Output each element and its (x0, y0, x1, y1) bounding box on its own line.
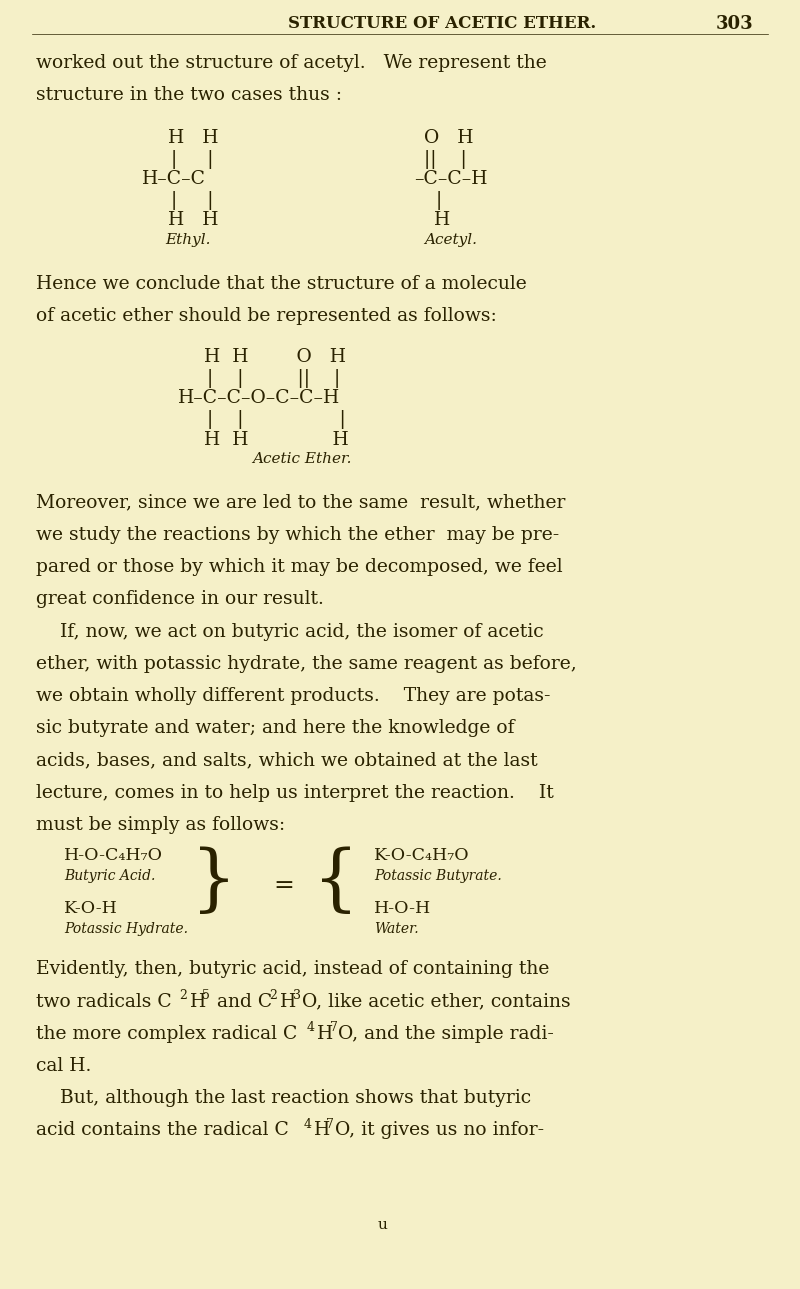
Text: 3: 3 (293, 989, 301, 1002)
Text: Acetyl.: Acetyl. (424, 233, 477, 247)
Text: But, although the last reaction shows that butyric: But, although the last reaction shows th… (60, 1089, 531, 1107)
Text: H-O-H: H-O-H (374, 900, 432, 916)
Text: 2: 2 (179, 989, 187, 1002)
Text: the more complex radical C: the more complex radical C (36, 1025, 298, 1043)
Text: H: H (314, 1121, 330, 1139)
Text: worked out the structure of acetyl.   We represent the: worked out the structure of acetyl. We r… (36, 54, 546, 72)
Text: Moreover, since we are led to the same  result, whether: Moreover, since we are led to the same r… (36, 494, 566, 512)
Text: |    |         ||    |: | | || | (207, 369, 341, 388)
Text: O, like acetic ether, contains: O, like acetic ether, contains (302, 993, 570, 1011)
Text: lecture, comes in to help us interpret the reaction.    It: lecture, comes in to help us interpret t… (36, 784, 554, 802)
Text: Ethyl.: Ethyl. (166, 233, 211, 247)
Text: O   H: O H (424, 129, 474, 147)
Text: {: { (313, 847, 359, 916)
Text: =: = (274, 874, 294, 897)
Text: 4: 4 (306, 1021, 314, 1034)
Text: great confidence in our result.: great confidence in our result. (36, 590, 324, 608)
Text: Butyric Acid.: Butyric Acid. (64, 869, 155, 883)
Text: acids, bases, and salts, which we obtained at the last: acids, bases, and salts, which we obtain… (36, 751, 538, 770)
Text: ||    |: || | (424, 150, 466, 169)
Text: two radicals C: two radicals C (36, 993, 172, 1011)
Text: K-O-H: K-O-H (64, 900, 118, 916)
Text: STRUCTURE OF ACETIC ETHER.: STRUCTURE OF ACETIC ETHER. (288, 15, 596, 32)
Text: 7: 7 (330, 1021, 338, 1034)
Text: |    |                |: | | | (207, 410, 346, 429)
Text: H–C–C–O–C–C–H: H–C–C–O–C–C–H (178, 389, 341, 407)
Text: ether, with potassic hydrate, the same reagent as before,: ether, with potassic hydrate, the same r… (36, 655, 577, 673)
Text: pared or those by which it may be decomposed, we feel: pared or those by which it may be decomp… (36, 558, 562, 576)
Text: u: u (378, 1218, 387, 1232)
Text: H-O-C₄H₇O: H-O-C₄H₇O (64, 847, 163, 864)
Text: of acetic ether should be represented as follows:: of acetic ether should be represented as… (36, 307, 497, 325)
Text: O, and the simple radi-: O, and the simple radi- (338, 1025, 554, 1043)
Text: 2: 2 (270, 989, 278, 1002)
Text: we obtain wholly different products.    They are potas-: we obtain wholly different products. The… (36, 687, 550, 705)
Text: H: H (280, 993, 296, 1011)
Text: structure in the two cases thus :: structure in the two cases thus : (36, 86, 342, 104)
Text: sic butyrate and water; and here the knowledge of: sic butyrate and water; and here the kno… (36, 719, 514, 737)
Text: Potassic Hydrate.: Potassic Hydrate. (64, 922, 188, 936)
Text: |: | (436, 191, 442, 210)
Text: O, it gives us no infor-: O, it gives us no infor- (335, 1121, 544, 1139)
Text: Acetic Ether.: Acetic Ether. (252, 452, 351, 467)
Text: H: H (190, 993, 206, 1011)
Text: acid contains the radical C: acid contains the radical C (36, 1121, 289, 1139)
Text: H  H        O   H: H H O H (204, 348, 346, 366)
Text: If, now, we act on butyric acid, the isomer of acetic: If, now, we act on butyric acid, the iso… (60, 623, 544, 641)
Text: –C–C–H: –C–C–H (414, 170, 488, 188)
Text: H   H: H H (168, 211, 218, 229)
Text: |     |: | | (171, 150, 214, 169)
Text: cal H.: cal H. (36, 1057, 91, 1075)
Text: Potassic Butyrate.: Potassic Butyrate. (374, 869, 502, 883)
Text: H–C–C: H–C–C (142, 170, 206, 188)
Text: 4: 4 (303, 1118, 311, 1130)
Text: Water.: Water. (374, 922, 419, 936)
Text: 7: 7 (326, 1118, 334, 1130)
Text: Evidently, then, butyric acid, instead of containing the: Evidently, then, butyric acid, instead o… (36, 960, 550, 978)
Text: H   H: H H (168, 129, 218, 147)
Text: we study the reactions by which the ether  may be pre-: we study the reactions by which the ethe… (36, 526, 559, 544)
Text: Hence we conclude that the structure of a molecule: Hence we conclude that the structure of … (36, 275, 526, 293)
Text: H: H (434, 211, 450, 229)
Text: H: H (317, 1025, 333, 1043)
Text: 303: 303 (716, 15, 754, 34)
Text: K-O-C₄H₇O: K-O-C₄H₇O (374, 847, 470, 864)
Text: 5: 5 (202, 989, 210, 1002)
Text: |     |: | | (171, 191, 214, 210)
Text: }: } (191, 847, 238, 916)
Text: and C: and C (211, 993, 273, 1011)
Text: H  H              H: H H H (204, 431, 349, 449)
Text: must be simply as follows:: must be simply as follows: (36, 816, 285, 834)
